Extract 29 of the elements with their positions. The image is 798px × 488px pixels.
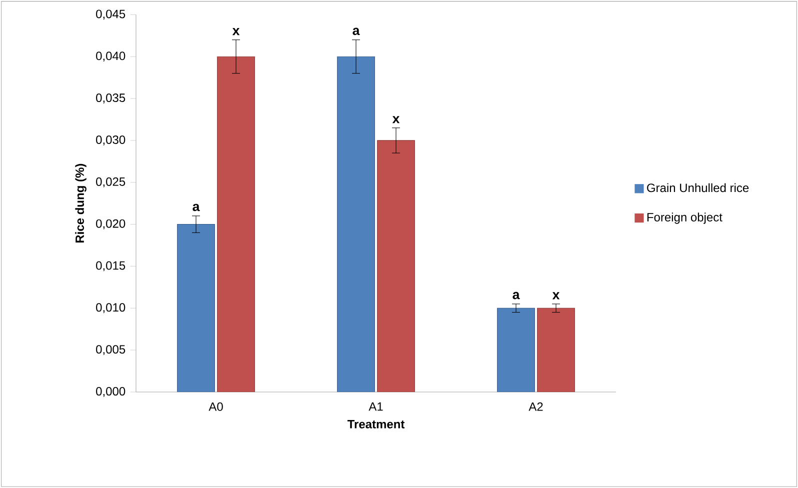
annotation: x [232,28,240,36]
annotation: a [352,28,360,36]
y-tick-label: 0,030 [96,135,126,146]
x-axis-title: Treatment [347,420,405,428]
annotation: x [392,116,400,124]
y-tick-label: 0,035 [96,94,126,104]
bar [537,308,575,392]
y-tick-label: 0,010 [96,303,126,314]
legend-label: Grain Unhulled rice [647,183,749,192]
y-tick-label: 0,025 [96,177,126,188]
annotation: x [552,292,560,300]
x-tick-label: A2 [528,402,543,411]
y-tick-label: 0,045 [96,10,126,20]
legend-label: Foreign object [647,212,722,224]
annotation: a [192,204,200,212]
bar [377,140,415,392]
x-tick-label: A0 [208,402,223,411]
x-tick-label: A1 [368,402,383,411]
y-tick-label: 0,040 [96,52,126,62]
bar [497,308,535,392]
y-tick-label: 0,005 [96,345,126,356]
y-axis-title: Rice dung (%) [75,164,86,243]
bar [337,56,375,392]
bar [217,56,255,392]
bar [177,224,215,392]
y-tick-label: 0,015 [96,261,126,272]
annotation: a [512,292,520,300]
y-tick-label: 0,000 [96,387,126,397]
y-tick-label: 0,020 [96,219,126,230]
